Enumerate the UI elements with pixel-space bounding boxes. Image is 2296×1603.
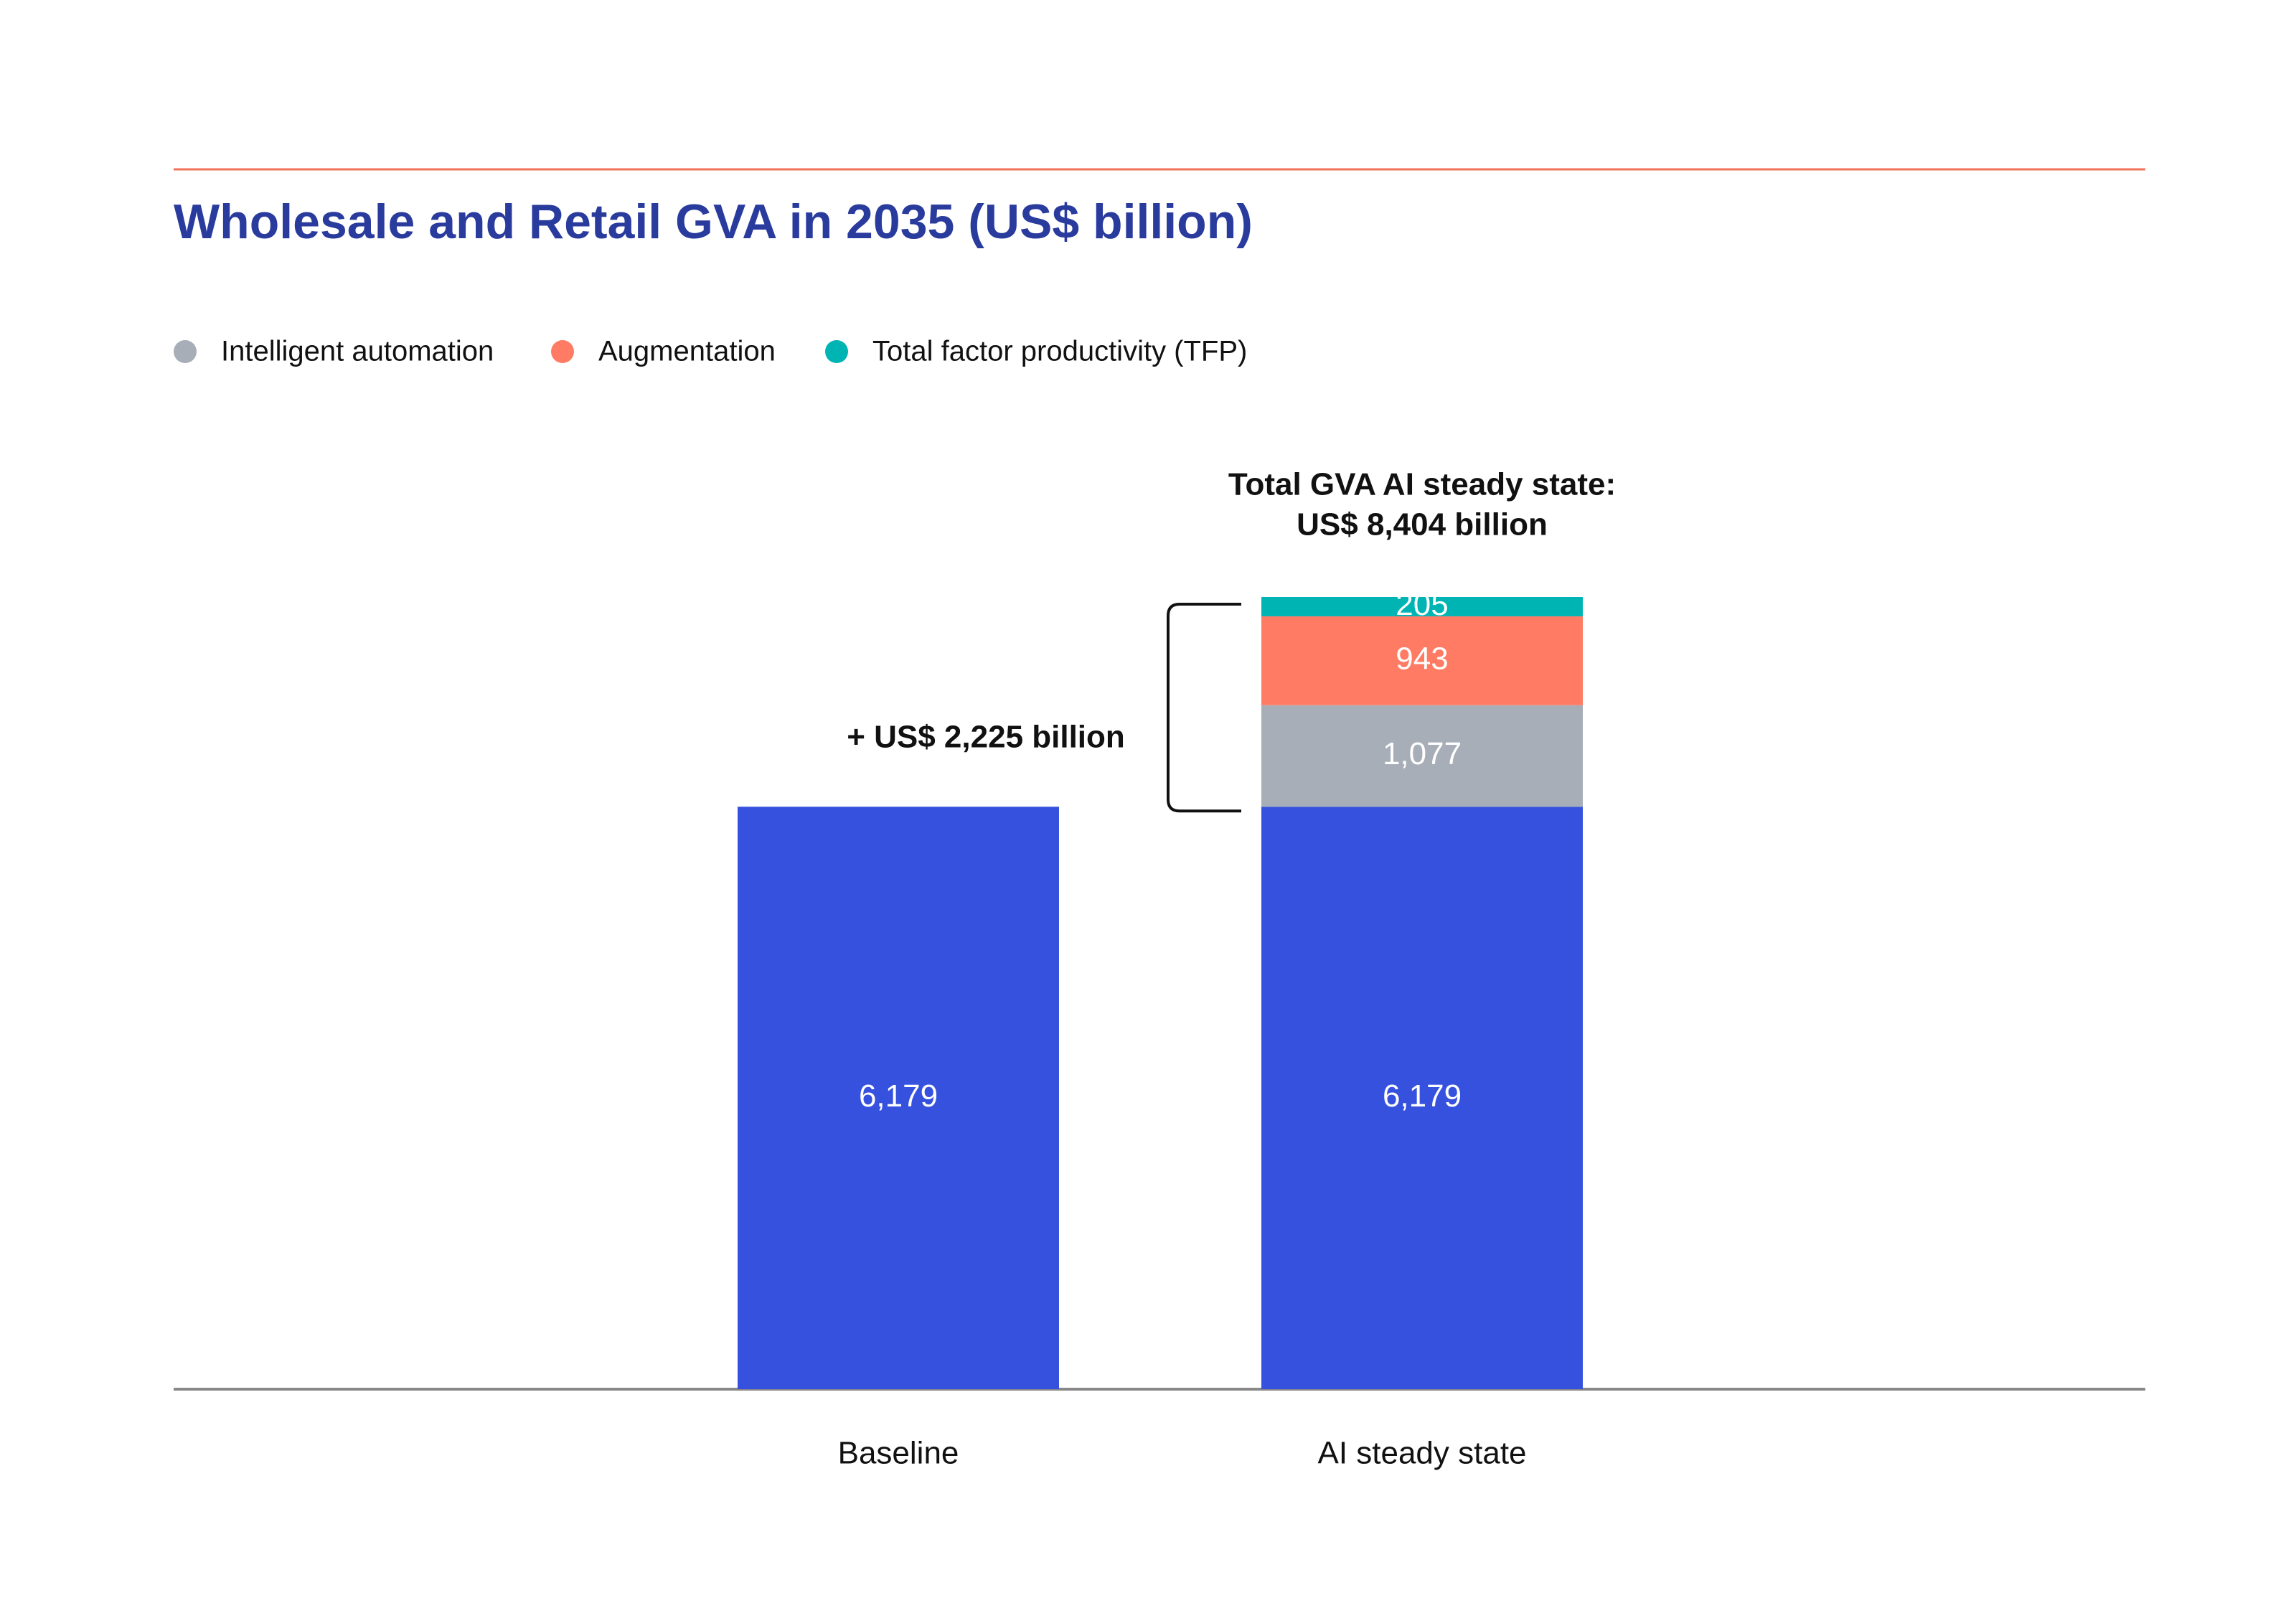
value-label: 205 bbox=[1396, 587, 1448, 622]
legend-marker bbox=[825, 340, 848, 363]
x-tick-label: AI steady state bbox=[1317, 1436, 1526, 1471]
bar-segment bbox=[1261, 807, 1583, 1389]
value-label: 6,179 bbox=[1383, 1078, 1462, 1114]
chart-title: Wholesale and Retail GVA in 2035 (US$ bi… bbox=[174, 194, 1253, 249]
annotation: + US$ 2,225 billion bbox=[847, 720, 1125, 755]
annotation: Total GVA AI steady state: bbox=[1228, 467, 1616, 502]
x-tick-label: Baseline bbox=[838, 1436, 959, 1471]
legend-marker bbox=[551, 340, 574, 363]
value-label: 943 bbox=[1396, 641, 1448, 676]
legend-label: Intelligent automation bbox=[221, 336, 494, 367]
annotation: US$ 8,404 billion bbox=[1297, 507, 1548, 542]
bracket bbox=[1167, 603, 1241, 813]
legend-label: Total factor productivity (TFP) bbox=[872, 336, 1247, 367]
legend-label: Augmentation bbox=[598, 336, 776, 367]
value-label: 6,179 bbox=[859, 1078, 938, 1114]
bar-segment bbox=[1261, 705, 1583, 807]
bar-segment bbox=[1261, 616, 1583, 705]
bar-segment bbox=[738, 807, 1059, 1389]
bar-segment bbox=[1261, 597, 1583, 616]
legend-marker bbox=[174, 340, 197, 363]
value-label: 1,077 bbox=[1383, 736, 1462, 771]
